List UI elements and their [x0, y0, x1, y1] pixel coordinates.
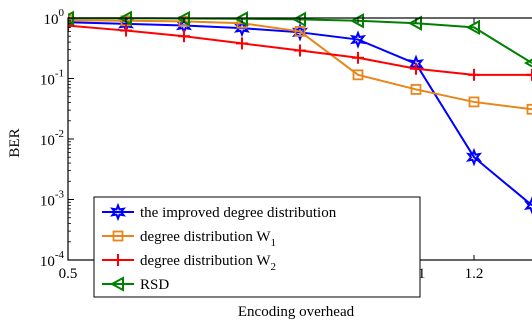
legend-entry-improved: the improved degree distribution [102, 202, 337, 222]
series-line-w1 [68, 19, 532, 111]
data-point-w2-8 [526, 68, 532, 81]
legend-label-rsd: RSD [140, 277, 169, 293]
square-marker-shape [352, 69, 364, 81]
triangle-marker-shape [109, 276, 124, 292]
legend-box [93, 196, 421, 298]
data-point-w1-4 [294, 26, 306, 37]
legend: the improved degree distribution degree d… [93, 196, 421, 298]
legend-label-w1: degree distribution W1 [140, 229, 276, 249]
legend-entry-w2: degree distribution W2 [102, 253, 276, 273]
y-tick-label: 10-2 [40, 128, 64, 149]
data-point-w2-0 [68, 19, 74, 32]
data-point-rsd-7 [465, 19, 480, 36]
data-point-w1-6 [410, 84, 422, 95]
x-tick-label: 0.5 [59, 266, 78, 282]
square-marker-shape [526, 103, 532, 115]
legend-entry-w1: degree distribution W1 [102, 229, 276, 249]
y-tick-label: 10-3 [40, 189, 65, 210]
legend-marker-w1 [112, 230, 124, 242]
data-point-w2-7 [468, 68, 480, 81]
data-point-improved-7 [465, 147, 483, 167]
x-tick-label: 1.2 [465, 266, 484, 282]
legend-label-improved: the improved degree distribution [140, 205, 337, 221]
square-marker-shape [468, 96, 480, 108]
data-point-w2-2 [178, 30, 190, 43]
data-point-w2-4 [294, 44, 306, 57]
data-point-w1-5 [352, 69, 364, 81]
data-point-w2-5 [352, 51, 364, 64]
data-point-w2-3 [236, 37, 248, 50]
star-marker-shape [523, 196, 532, 215]
square-marker-shape [112, 230, 124, 242]
star-marker-shape [291, 23, 309, 42]
legend-entry-rsd: RSD [102, 276, 169, 293]
y-tick-label: 10-1 [40, 68, 64, 89]
legend-label-w2: degree distribution W2 [140, 253, 276, 273]
data-point-w2-6 [410, 62, 422, 75]
y-tick-label: 100 [44, 7, 65, 28]
star-marker-shape [465, 147, 483, 167]
series-layer [68, 10, 532, 215]
star-marker-shape [109, 202, 127, 222]
triangle-marker-shape [465, 19, 480, 36]
square-marker-shape [410, 84, 422, 95]
data-point-w2-1 [120, 24, 132, 37]
data-point-w1-8 [526, 103, 532, 115]
data-point-improved-5 [349, 30, 367, 49]
y-tick-label: 10-4 [40, 249, 65, 270]
square-marker-shape [294, 26, 306, 37]
plot-area [68, 10, 532, 215]
legend-marker-rsd [109, 276, 124, 292]
star-marker-shape [349, 30, 367, 49]
y-axis-label: BER [7, 128, 23, 157]
legend-marker-w2 [112, 254, 124, 266]
x-axis-label: Encoding overhead [238, 304, 355, 320]
legend-marker-improved [109, 202, 127, 222]
data-point-improved-4 [291, 23, 309, 42]
data-point-improved-8 [523, 196, 532, 215]
data-point-w1-7 [468, 96, 480, 108]
